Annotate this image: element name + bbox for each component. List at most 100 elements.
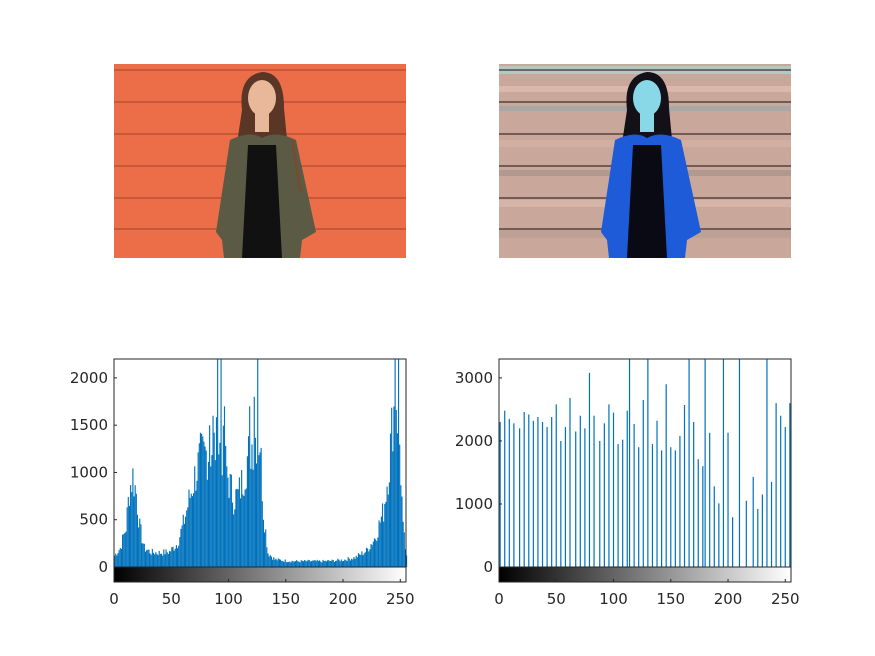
histogram-bar xyxy=(404,549,406,567)
histogram-bar xyxy=(315,561,317,567)
histogram-bar xyxy=(532,420,534,567)
histogram-bar xyxy=(197,452,199,567)
histogram-bar xyxy=(560,440,562,567)
person-original xyxy=(216,72,316,258)
histogram-bar xyxy=(369,549,371,567)
histogram-bar xyxy=(328,560,330,567)
histogram-bar xyxy=(331,559,333,567)
histogram-bar xyxy=(251,444,253,567)
histogram-bar xyxy=(344,559,346,567)
histogram-bar xyxy=(286,562,289,567)
histogram-bar xyxy=(399,444,401,567)
histogram-bar xyxy=(117,553,119,567)
histogram-bar xyxy=(394,359,396,567)
histogram-bar xyxy=(227,477,229,567)
histogram-bar xyxy=(234,509,236,567)
histogram-bar xyxy=(233,514,235,567)
histogram-bar xyxy=(357,553,360,567)
histogram-bar xyxy=(226,466,228,567)
histogram-bar xyxy=(276,560,278,567)
histogram-bar xyxy=(272,559,274,567)
histogram-bar xyxy=(320,561,322,567)
histogram-bar xyxy=(261,501,263,567)
histogram-bars xyxy=(114,359,408,567)
histogram-bar xyxy=(126,507,128,567)
histogram-bar xyxy=(588,372,591,567)
histogram-bar xyxy=(122,534,124,567)
histogram-bar xyxy=(367,548,369,567)
person-equalized xyxy=(601,72,701,258)
histogram-bar xyxy=(147,549,149,567)
histogram-bar xyxy=(732,517,734,567)
histogram-bar xyxy=(504,410,506,567)
histogram-bar xyxy=(766,359,768,567)
histogram-bar xyxy=(222,425,224,567)
histogram-bar xyxy=(323,561,325,567)
histogram-bar xyxy=(569,398,571,567)
histogram-bar xyxy=(603,423,605,567)
x-tick-label: 200 xyxy=(714,590,743,608)
histogram-bar xyxy=(651,444,654,567)
histogram-bar xyxy=(218,454,220,567)
histogram-bar xyxy=(308,560,310,567)
histogram-bar xyxy=(333,562,335,567)
histogram-bar xyxy=(244,489,246,567)
histogram-bar xyxy=(225,445,227,567)
histogram-bar xyxy=(304,560,306,567)
histogram-bar xyxy=(171,547,173,567)
histogram-bar xyxy=(163,549,165,567)
histogram-bar xyxy=(406,555,408,567)
histogram-bar xyxy=(136,514,139,567)
histogram-bar xyxy=(176,548,179,567)
original-image xyxy=(114,64,406,258)
histogram-bar xyxy=(302,561,305,567)
histogram-bar xyxy=(337,558,339,567)
histogram-bar xyxy=(156,553,158,567)
histogram-bar xyxy=(354,558,356,567)
histogram-bar xyxy=(172,546,174,567)
histogram-bar xyxy=(150,554,152,567)
y-tick-label: 500 xyxy=(79,511,108,529)
y-tick-label: 2000 xyxy=(70,369,108,387)
histogram-bar xyxy=(633,423,635,567)
histogram-bar xyxy=(235,489,237,567)
histogram-bar xyxy=(761,494,763,567)
histogram-bar xyxy=(142,543,144,567)
histogram-bar xyxy=(144,551,147,567)
histogram-bar xyxy=(397,359,400,567)
histogram-bar xyxy=(132,468,134,567)
histogram-bar xyxy=(335,560,337,567)
histogram-bar xyxy=(318,560,321,567)
histogram-bar xyxy=(775,403,777,567)
histogram-bar xyxy=(386,486,388,567)
histogram-bar xyxy=(214,460,216,567)
y-tick-label: 1000 xyxy=(455,495,493,513)
histogram-bar xyxy=(693,422,695,567)
histogram-bar xyxy=(324,560,326,567)
histogram-bar xyxy=(250,468,252,567)
histogram-bar xyxy=(257,359,259,567)
histogram-bar xyxy=(181,525,183,567)
histogram-bars xyxy=(499,359,791,567)
histogram-bar xyxy=(246,456,248,567)
histogram-bar xyxy=(231,502,234,567)
histogram-bar xyxy=(575,431,577,567)
histogram-bar xyxy=(238,477,240,567)
histogram-bar xyxy=(770,481,773,567)
histogram-bar xyxy=(380,516,382,567)
histogram-bar xyxy=(180,528,182,567)
histogram-bar xyxy=(166,552,168,567)
histogram-bar xyxy=(341,561,344,567)
x-tick-label: 250 xyxy=(386,590,415,608)
histogram-bar xyxy=(371,545,373,567)
histogram-bar xyxy=(149,553,151,567)
histogram-bar xyxy=(338,559,340,567)
histogram-bar xyxy=(187,507,189,567)
histogram-bar xyxy=(191,496,194,567)
histogram-bar xyxy=(230,474,232,567)
histogram-bar xyxy=(523,411,525,567)
x-axis-ticks: 0 50 100 150 200 250 xyxy=(494,579,800,608)
histogram-bar xyxy=(403,532,405,567)
histogram-bar xyxy=(114,555,116,567)
